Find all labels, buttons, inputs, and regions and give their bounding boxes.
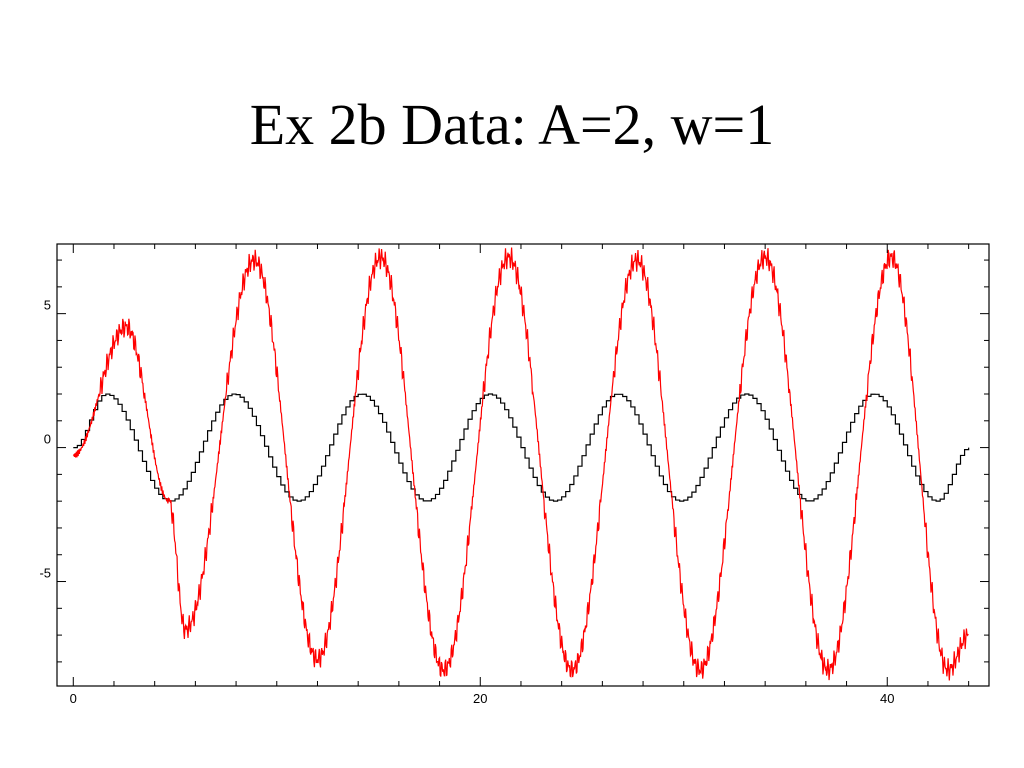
y-tick-label: 0 [44,432,51,447]
x-tick-label: 0 [70,691,77,706]
x-tick-label: 20 [473,691,487,706]
y-tick-label: -5 [39,566,51,581]
series-line-2 [72,247,969,681]
chart-title: Ex 2b Data: A=2, w=1 [249,92,775,157]
tick-layer: 0 20 40 -5 0 5 [39,244,989,706]
x-tick-label: 40 [880,691,894,706]
plot-frame [56,243,990,687]
series-layer [72,247,970,681]
series-line-1 [73,393,970,502]
y-tick-label: 5 [44,298,51,313]
